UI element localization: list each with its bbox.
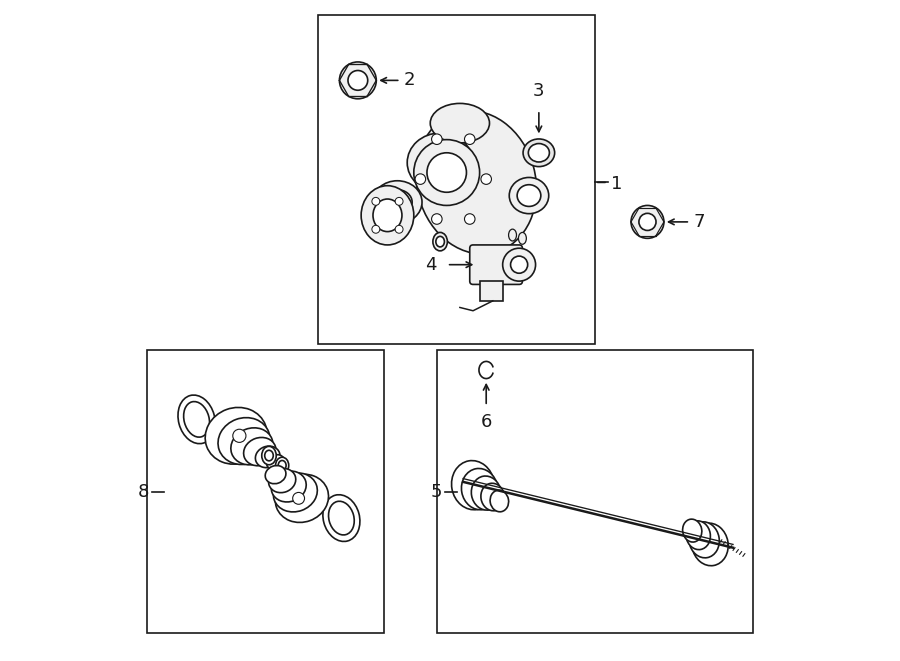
Ellipse shape	[433, 233, 447, 251]
Circle shape	[372, 198, 380, 206]
Ellipse shape	[462, 469, 498, 510]
Circle shape	[372, 225, 380, 233]
Text: 7: 7	[694, 213, 705, 231]
Circle shape	[339, 62, 376, 98]
Ellipse shape	[265, 450, 274, 461]
Ellipse shape	[256, 446, 280, 468]
Ellipse shape	[328, 501, 355, 535]
Ellipse shape	[262, 446, 276, 465]
Text: 3: 3	[533, 82, 544, 100]
Bar	[319, 15, 595, 344]
Ellipse shape	[373, 199, 402, 231]
Ellipse shape	[686, 521, 710, 550]
Circle shape	[395, 198, 403, 206]
Circle shape	[427, 153, 466, 192]
Text: 5: 5	[430, 483, 442, 501]
Ellipse shape	[266, 465, 286, 484]
Ellipse shape	[271, 471, 306, 502]
Ellipse shape	[682, 519, 702, 542]
FancyBboxPatch shape	[470, 245, 522, 284]
Circle shape	[510, 256, 527, 273]
Ellipse shape	[275, 457, 289, 474]
Ellipse shape	[523, 139, 554, 167]
Text: 2: 2	[404, 71, 416, 89]
Circle shape	[464, 214, 475, 224]
Ellipse shape	[688, 522, 719, 558]
Ellipse shape	[472, 476, 501, 510]
Ellipse shape	[323, 494, 360, 541]
Ellipse shape	[692, 523, 728, 566]
Circle shape	[414, 139, 480, 206]
Ellipse shape	[278, 461, 286, 471]
Bar	[148, 350, 384, 633]
Ellipse shape	[230, 428, 273, 465]
Ellipse shape	[436, 237, 445, 247]
Bar	[480, 281, 503, 301]
Circle shape	[415, 174, 426, 184]
Ellipse shape	[452, 461, 494, 510]
Ellipse shape	[528, 143, 549, 162]
Text: 4: 4	[426, 256, 436, 274]
Circle shape	[631, 206, 664, 239]
Circle shape	[639, 214, 656, 231]
Circle shape	[503, 249, 536, 281]
Ellipse shape	[416, 111, 536, 254]
Circle shape	[395, 225, 403, 233]
Ellipse shape	[218, 418, 270, 465]
Ellipse shape	[275, 474, 328, 522]
Ellipse shape	[481, 483, 505, 511]
Circle shape	[464, 134, 475, 145]
Circle shape	[348, 71, 368, 91]
Ellipse shape	[373, 180, 422, 223]
Ellipse shape	[361, 186, 414, 245]
Circle shape	[432, 214, 442, 224]
Ellipse shape	[244, 438, 276, 466]
Text: 1: 1	[611, 175, 623, 194]
Circle shape	[481, 174, 491, 184]
Ellipse shape	[178, 395, 215, 444]
Ellipse shape	[508, 229, 517, 241]
Text: 8: 8	[138, 483, 149, 501]
Ellipse shape	[268, 469, 296, 492]
Ellipse shape	[274, 473, 318, 512]
Text: 6: 6	[481, 412, 492, 431]
Circle shape	[292, 492, 304, 504]
Ellipse shape	[407, 133, 473, 192]
Circle shape	[233, 429, 246, 442]
Ellipse shape	[518, 233, 526, 245]
Ellipse shape	[266, 455, 284, 470]
Ellipse shape	[518, 184, 541, 206]
Bar	[436, 350, 752, 633]
Ellipse shape	[184, 402, 210, 437]
Circle shape	[432, 134, 442, 145]
Ellipse shape	[430, 103, 490, 143]
Ellipse shape	[205, 407, 267, 464]
Ellipse shape	[509, 177, 549, 214]
Ellipse shape	[491, 490, 508, 512]
Ellipse shape	[382, 190, 412, 215]
